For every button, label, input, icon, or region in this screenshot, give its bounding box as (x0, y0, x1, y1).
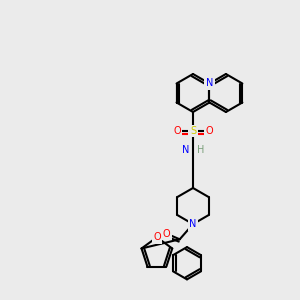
Text: N: N (206, 79, 213, 88)
Text: S: S (190, 126, 196, 136)
Text: O: O (163, 229, 170, 238)
Text: N: N (189, 219, 197, 229)
Text: O: O (205, 126, 213, 136)
Text: O: O (173, 126, 181, 136)
Text: N: N (182, 145, 189, 155)
Text: O: O (153, 232, 161, 242)
Text: H: H (197, 145, 204, 155)
